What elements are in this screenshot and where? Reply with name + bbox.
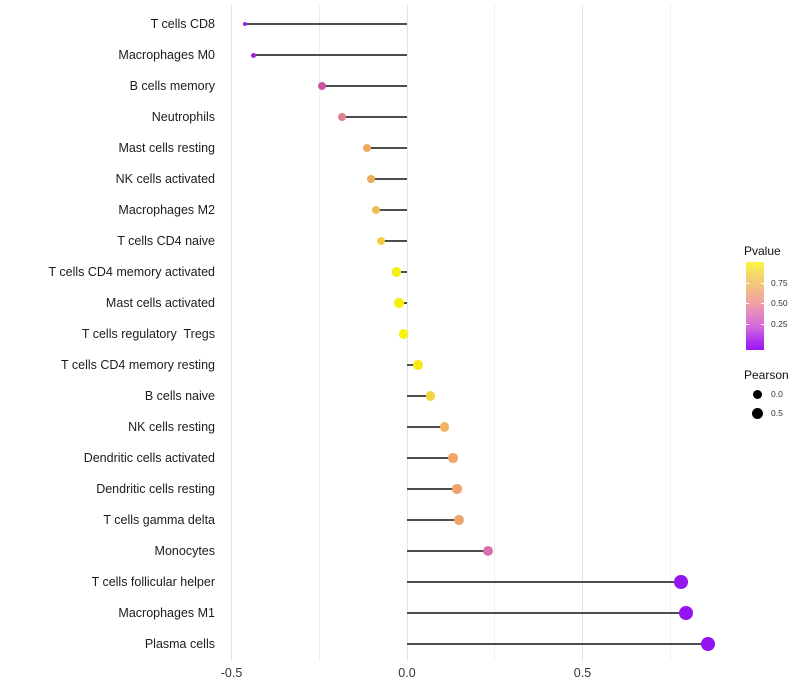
lollipop-stem [407,364,418,366]
colorbar-tick-mark [746,303,749,304]
category-label: T cells follicular helper [91,575,215,589]
pearson-legend-title: Pearson [744,368,789,382]
x-tick-label: -0.5 [220,666,243,680]
category-label: T cells CD4 memory activated [48,265,216,279]
lollipop-dot [452,484,462,494]
category-label: B cells naive [144,389,215,403]
lollipop-stem [342,116,407,118]
lollipop-dot [242,21,248,27]
colorbar-tick-mark [761,324,764,325]
lollipop-dot [674,575,688,589]
category-label: Dendritic cells activated [83,451,215,465]
lollipop-stem [407,395,431,397]
lollipop-dot [413,360,423,370]
category-label: T cells CD4 naive [117,234,215,248]
category-label: Mast cells activated [105,296,215,310]
lollipop-dot [338,113,347,121]
colorbar-tick-label: 0.50 [771,298,788,308]
category-label: NK cells resting [128,420,215,434]
lollipop-stem [244,23,407,25]
lollipop-dot [317,81,327,91]
category-label: Dendritic cells resting [96,482,215,496]
lollipop-stem [370,178,407,180]
lollipop-stem [407,519,459,521]
category-label: Plasma cells [144,637,215,651]
category-label: Mast cells resting [118,141,215,155]
minor-gridline [669,5,671,661]
major-gridline [231,5,232,661]
lollipop-stem [407,426,445,428]
category-label: T cells CD4 memory resting [61,358,215,372]
category-label: Macrophages M2 [118,203,215,217]
category-label: Macrophages M0 [118,48,215,62]
lollipop-dot [440,422,450,432]
pearson-size-dot [752,389,762,399]
colorbar-tick-mark [746,283,749,284]
colorbar-tick-label: 0.75 [771,278,788,288]
lollipop-dot [483,546,494,556]
lollipop-stem [253,54,407,56]
category-label: B cells memory [129,79,215,93]
lollipop-dot [376,236,386,246]
minor-gridline [318,5,320,661]
pvalue-legend-title: Pvalue [744,244,781,258]
lollipop-stem [407,612,687,614]
colorbar-tick-label: 0.25 [771,319,788,329]
lollipop-dot [372,205,381,215]
category-label: NK cells activated [115,172,215,186]
category-label: Neutrophils [151,110,215,124]
category-label: T cells regulatory Tregs [81,327,215,341]
lollipop-stem [407,488,457,490]
lollipop-dot [362,143,372,153]
x-tick-label: 0.5 [573,666,592,680]
x-tick-label: 0.0 [398,666,416,680]
lollipop-dot [679,606,694,620]
category-label: Monocytes [154,544,215,558]
lollipop-dot [366,174,375,184]
lollipop-dot [426,391,436,401]
lollipop-stem [322,85,407,87]
lollipop-stem [407,550,489,552]
lollipop-dot [454,515,464,525]
lollipop-stem [376,209,407,211]
pearson-size-label: 0.0 [771,389,783,399]
lollipop-dot [251,52,257,58]
pearson-size-dot [751,407,763,419]
lollipop-stem [407,457,453,459]
lollipop-dot [399,329,409,339]
lollipop-stem [407,643,708,645]
colorbar-tick-mark [746,324,749,325]
lollipop-dot [394,298,404,308]
lollipop-dot [700,636,715,652]
category-label: T cells gamma delta [103,513,215,527]
lollipop-stem [396,271,407,273]
pearson-size-label: 0.5 [771,408,783,418]
lollipop-stem [407,581,682,583]
category-label: Macrophages M1 [118,606,215,620]
lollipop-dot [448,453,458,463]
minor-gridline [494,5,496,661]
pvalue-colorbar [746,262,764,350]
major-gridline [582,5,583,661]
lollipop-dot [391,267,401,277]
category-label: T cells CD8 [150,17,215,31]
colorbar-tick-mark [761,303,764,304]
lollipop-stem [366,147,407,149]
lollipop-stem [381,240,407,242]
colorbar-tick-mark [761,283,764,284]
